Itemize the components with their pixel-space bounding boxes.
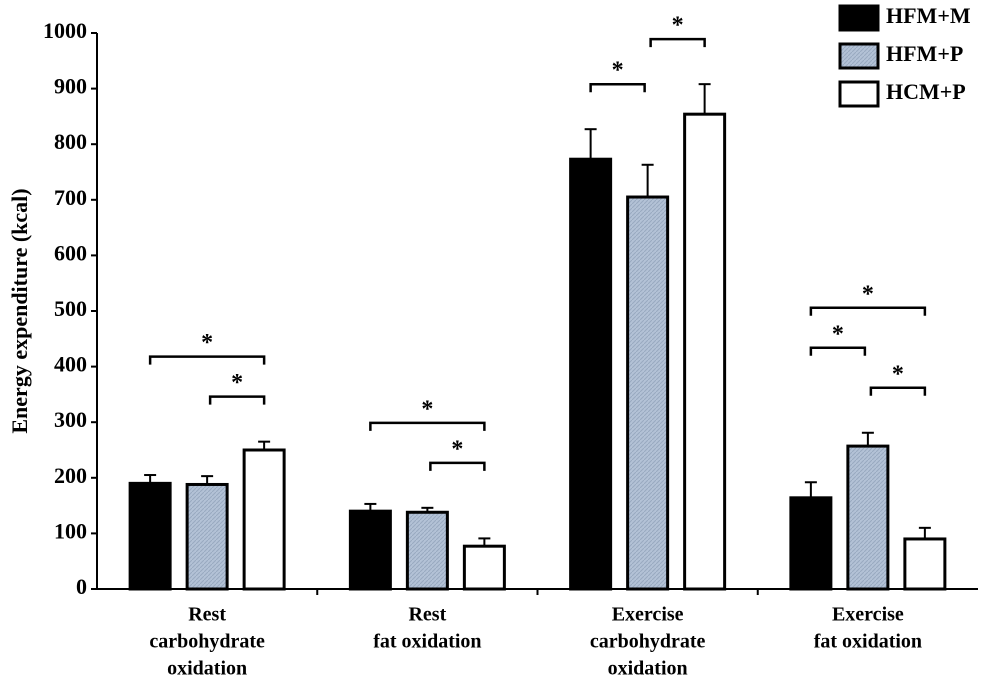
legend-label: HCM+P: [886, 79, 966, 104]
x-tick-label: carbohydrate: [590, 631, 706, 653]
x-tick-label: carbohydrate: [149, 631, 265, 653]
x-tick-label: fat oxidation: [373, 631, 481, 653]
significance-label: *: [892, 361, 904, 387]
bar: [462, 544, 506, 591]
significance-bracket: [589, 82, 646, 93]
y-tick-label: 0: [76, 574, 87, 599]
bar: [789, 496, 833, 591]
y-tick-label: 200: [54, 463, 87, 488]
significance-label: *: [832, 321, 844, 347]
y-tick-label: 400: [54, 352, 87, 377]
x-tick-label: fat oxidation: [814, 631, 922, 653]
bar: [405, 510, 449, 591]
bar: [683, 112, 727, 591]
y-tick-label: 900: [54, 74, 87, 99]
bar: [626, 195, 670, 591]
significance-bracket: [429, 461, 486, 471]
significance-label: *: [612, 58, 624, 84]
y-tick-label: 500: [54, 296, 87, 321]
legend-label: HFM+P: [886, 41, 963, 66]
x-tick-label: oxidation: [167, 658, 247, 680]
y-tick-label: 600: [54, 240, 87, 265]
y-tick-label: 300: [54, 407, 87, 432]
bar: [242, 448, 286, 591]
significance-bracket: [208, 395, 266, 405]
significance-bracket: [649, 37, 706, 48]
legend-label: HFM+M: [886, 3, 971, 28]
significance-label: *: [231, 370, 243, 396]
significance-bracket: [369, 421, 486, 431]
significance-label: *: [672, 13, 684, 39]
significance-bracket: [809, 306, 927, 316]
significance-bracket: [869, 386, 927, 396]
significance-label: *: [421, 396, 433, 422]
bar: [348, 509, 392, 591]
bar: [846, 444, 890, 591]
bar: [185, 482, 229, 591]
y-tick-label: 800: [54, 129, 87, 154]
legend-swatch: [838, 42, 880, 70]
x-tick-label: Rest: [188, 604, 226, 626]
x-tick-label: Rest: [408, 604, 446, 626]
y-axis-label: Energy expenditure (kcal): [7, 188, 32, 433]
y-tick-label: 700: [54, 185, 87, 210]
significance-label: *: [201, 330, 213, 356]
x-tick-label: oxidation: [608, 658, 688, 680]
x-tick-label: Exercise: [832, 604, 904, 626]
significance-label: *: [862, 281, 874, 307]
bar: [128, 481, 172, 591]
significance-label: *: [451, 436, 463, 462]
x-tick-label: Exercise: [612, 604, 684, 626]
significance-bracket: [148, 355, 266, 365]
y-tick-label: 1000: [43, 18, 87, 43]
significance-bracket: [809, 346, 867, 356]
bar: [903, 537, 947, 591]
bar: [569, 157, 613, 591]
legend-swatch: [838, 80, 880, 108]
y-tick-label: 100: [54, 518, 87, 543]
legend-swatch: [838, 4, 880, 32]
